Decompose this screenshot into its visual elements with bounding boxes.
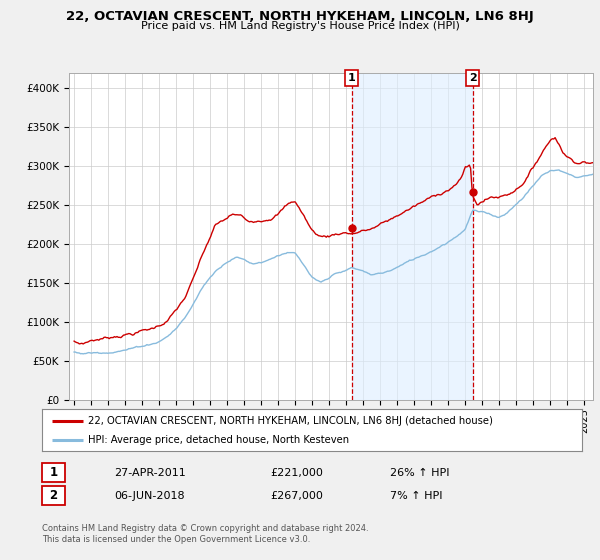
- Text: £267,000: £267,000: [270, 491, 323, 501]
- Text: 1: 1: [49, 466, 58, 479]
- Text: 1: 1: [348, 73, 356, 83]
- Text: 27-APR-2011: 27-APR-2011: [114, 468, 186, 478]
- Bar: [352, 73, 473, 400]
- Text: Price paid vs. HM Land Registry's House Price Index (HPI): Price paid vs. HM Land Registry's House …: [140, 21, 460, 31]
- Text: 2: 2: [469, 73, 476, 83]
- Text: 22, OCTAVIAN CRESCENT, NORTH HYKEHAM, LINCOLN, LN6 8HJ: 22, OCTAVIAN CRESCENT, NORTH HYKEHAM, LI…: [66, 10, 534, 22]
- Text: 2: 2: [49, 489, 58, 502]
- Text: Contains HM Land Registry data © Crown copyright and database right 2024.
This d: Contains HM Land Registry data © Crown c…: [42, 524, 368, 544]
- Text: 7% ↑ HPI: 7% ↑ HPI: [390, 491, 442, 501]
- Text: 26% ↑ HPI: 26% ↑ HPI: [390, 468, 449, 478]
- Text: £221,000: £221,000: [270, 468, 323, 478]
- Text: 06-JUN-2018: 06-JUN-2018: [114, 491, 185, 501]
- Text: HPI: Average price, detached house, North Kesteven: HPI: Average price, detached house, Nort…: [88, 435, 349, 445]
- Text: 22, OCTAVIAN CRESCENT, NORTH HYKEHAM, LINCOLN, LN6 8HJ (detached house): 22, OCTAVIAN CRESCENT, NORTH HYKEHAM, LI…: [88, 416, 493, 426]
